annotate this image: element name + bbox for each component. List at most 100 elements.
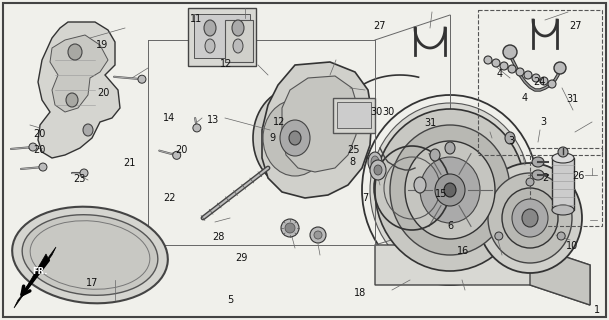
Ellipse shape [280,120,310,156]
Text: 5: 5 [227,295,233,305]
Polygon shape [530,245,590,305]
Ellipse shape [83,124,93,136]
Ellipse shape [368,152,382,172]
Text: 19: 19 [96,40,108,50]
Text: 7: 7 [362,193,368,204]
Ellipse shape [492,59,500,67]
Polygon shape [282,76,358,172]
Ellipse shape [554,62,566,74]
Ellipse shape [370,160,386,180]
Ellipse shape [478,163,582,273]
Ellipse shape [68,44,82,60]
Ellipse shape [526,178,534,186]
Ellipse shape [375,109,525,271]
Text: 20: 20 [97,88,110,98]
Ellipse shape [420,157,480,223]
Text: 31: 31 [566,94,579,104]
Ellipse shape [532,170,544,180]
Text: 11: 11 [190,14,202,24]
Ellipse shape [552,205,574,215]
Text: 13: 13 [207,115,219,125]
Ellipse shape [414,177,426,193]
Ellipse shape [232,20,244,36]
Ellipse shape [502,188,558,248]
Ellipse shape [233,39,243,53]
Text: 27: 27 [373,20,385,31]
Text: FR.: FR. [32,268,48,276]
Ellipse shape [488,173,572,263]
Ellipse shape [370,103,530,277]
Text: 29: 29 [236,252,248,263]
Ellipse shape [205,39,215,53]
Text: 20: 20 [175,145,188,156]
Text: 31: 31 [424,118,437,128]
Text: 2: 2 [542,172,548,183]
Ellipse shape [371,156,379,168]
Bar [194,14,250,58]
Bar [478,10,602,155]
Text: 30: 30 [370,107,382,117]
Text: 10: 10 [566,241,579,252]
Text: 9: 9 [270,132,276,143]
Bar [337,102,371,128]
Text: 20: 20 [33,129,46,140]
Ellipse shape [505,132,515,144]
Ellipse shape [524,71,532,79]
Ellipse shape [80,169,88,177]
Ellipse shape [66,93,78,107]
Bar [552,158,574,210]
Text: 20: 20 [33,145,46,156]
Ellipse shape [204,20,216,36]
Bar [225,20,253,62]
Ellipse shape [374,165,382,175]
Polygon shape [38,22,120,158]
Ellipse shape [173,151,181,159]
Text: 15: 15 [435,188,447,199]
Text: 16: 16 [457,246,469,256]
Ellipse shape [508,65,516,73]
Text: 22: 22 [163,193,175,204]
Ellipse shape [532,74,540,82]
Ellipse shape [281,219,299,237]
Ellipse shape [532,157,544,167]
Ellipse shape [39,163,47,171]
Ellipse shape [285,223,295,233]
Text: 23: 23 [73,174,85,184]
Ellipse shape [522,209,538,227]
Text: 21: 21 [124,158,136,168]
Text: 25: 25 [347,145,359,156]
Ellipse shape [310,227,326,243]
Text: 28: 28 [212,232,224,242]
Polygon shape [50,35,108,112]
Text: 1: 1 [594,305,600,316]
Text: 4: 4 [496,68,502,79]
Ellipse shape [540,77,548,85]
Ellipse shape [405,141,495,239]
Ellipse shape [29,143,37,151]
Ellipse shape [390,125,510,255]
Text: 26: 26 [572,171,585,181]
Ellipse shape [548,80,556,88]
Text: 18: 18 [354,288,367,298]
Ellipse shape [552,153,574,163]
Ellipse shape [22,215,158,295]
Ellipse shape [289,131,301,145]
Text: 30: 30 [382,107,395,117]
Ellipse shape [444,183,456,197]
Ellipse shape [430,149,440,161]
Polygon shape [14,247,56,308]
Polygon shape [375,245,590,305]
Text: 4: 4 [522,92,528,103]
Ellipse shape [445,142,455,154]
Bar [530,148,602,226]
Ellipse shape [12,207,168,303]
Ellipse shape [558,147,568,157]
Text: 12: 12 [220,59,233,69]
Ellipse shape [193,124,201,132]
Ellipse shape [435,174,465,206]
Text: 6: 6 [448,220,454,231]
Text: 3: 3 [541,116,547,127]
Ellipse shape [557,232,565,240]
Text: 14: 14 [163,113,175,124]
Ellipse shape [138,75,146,83]
